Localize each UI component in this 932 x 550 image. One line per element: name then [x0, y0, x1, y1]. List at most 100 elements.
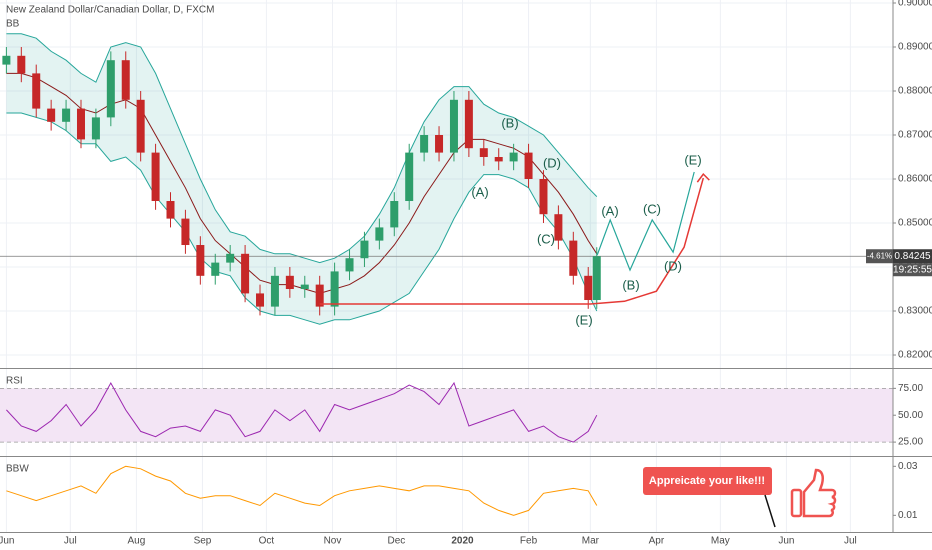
x-tick-label: Nov	[324, 536, 342, 547]
y-tick-label: 0.86000	[898, 174, 932, 185]
indicator-label: BBW	[6, 464, 29, 475]
price-badge	[893, 249, 932, 264]
y-tick-label: 0.01	[898, 510, 918, 521]
y-tick-label: 25.00	[898, 437, 923, 448]
grid	[0, 0, 893, 532]
candle-body	[390, 201, 399, 228]
x-tick-label: Feb	[520, 536, 538, 547]
y-tick-label: 0.89000	[898, 42, 932, 53]
candle-body	[285, 275, 294, 290]
change-badge	[866, 249, 893, 264]
candle-body	[569, 240, 578, 276]
x-tick-label: Jun	[778, 536, 794, 547]
candle-body	[539, 179, 548, 215]
candle-body	[151, 152, 160, 202]
candle-body	[345, 258, 354, 272]
thumbs-up-icon	[790, 468, 837, 518]
candle-body	[449, 99, 458, 153]
y-tick-label: 50.00	[898, 410, 923, 421]
indicator-line	[6, 465, 598, 516]
x-tick-label: Jul	[64, 536, 77, 547]
candle-body	[420, 135, 429, 153]
x-tick-label: Oct	[259, 536, 275, 547]
candle-body	[121, 60, 130, 100]
candle-body	[62, 108, 71, 122]
candle-body	[226, 253, 235, 263]
candle-body	[136, 99, 145, 153]
candle-body	[47, 108, 56, 122]
x-tick-label: Apr	[649, 536, 665, 547]
x-tick-label: 2020	[451, 536, 474, 547]
y-tick-label: 0.87000	[898, 130, 932, 141]
y-tick-label: 0.03	[898, 461, 918, 472]
candle-body	[181, 218, 190, 246]
candle-body	[166, 201, 175, 219]
wave-label: (C)	[643, 201, 661, 216]
x-tick-label: Sep	[194, 536, 212, 547]
indicator-label: BB	[6, 19, 20, 30]
candle-body	[435, 135, 444, 153]
wave-label: (A)	[601, 203, 618, 218]
support-arrowhead	[696, 172, 710, 183]
chart-title: New Zealand Dollar/Canadian Dollar, D, F…	[6, 5, 214, 16]
candle-body	[360, 240, 369, 259]
candle-body	[211, 262, 220, 276]
x-tick-label: Mar	[582, 536, 600, 547]
callout-arrow	[764, 494, 776, 528]
wave-label: (B)	[501, 115, 518, 130]
candle-body	[330, 271, 339, 307]
candle-body	[592, 256, 601, 301]
candle-body	[405, 152, 414, 202]
band-fill	[6, 33, 597, 325]
x-tick-label: Jun	[0, 536, 14, 547]
candle-body	[270, 275, 279, 307]
y-tick-label: 0.83000	[898, 306, 932, 317]
candle-body	[554, 214, 563, 241]
y-tick-label: 0.90000	[898, 0, 932, 9]
wave-label: (E)	[684, 152, 701, 167]
candle-body	[17, 55, 26, 74]
y-tick-label: 0.88000	[898, 86, 932, 97]
candle-body	[76, 108, 85, 140]
change-text: -4.61%	[867, 251, 892, 260]
wave-label: (A)	[471, 184, 488, 199]
candle-body	[256, 293, 265, 307]
candle-body	[509, 152, 518, 162]
projection-line	[596, 171, 695, 272]
candle-body	[524, 152, 533, 180]
indicator-label: RSI	[6, 376, 23, 387]
x-tick-label: Dec	[388, 536, 406, 547]
candle-body	[300, 284, 309, 290]
countdown-badge	[893, 263, 932, 277]
y-tick-label: 75.00	[898, 383, 923, 394]
wave-label: (D)	[664, 258, 682, 273]
candle-body	[479, 148, 488, 158]
y-tick-label: 0.82000	[898, 350, 932, 361]
candle-body	[32, 73, 41, 109]
candle-body	[2, 55, 11, 65]
candle-body	[91, 117, 100, 140]
candle-body	[196, 245, 205, 276]
candle-body	[375, 227, 384, 241]
countdown-text: 19:25:55	[893, 264, 932, 275]
wave-label: (D)	[543, 155, 561, 170]
y-tick-label: 0.85000	[898, 218, 932, 229]
candle-body	[315, 284, 324, 307]
candle-body	[464, 99, 473, 149]
candle-body	[241, 253, 250, 294]
x-tick-label: May	[711, 536, 730, 547]
candle-body	[494, 157, 503, 162]
candle-body	[584, 275, 593, 301]
indicator-line	[6, 381, 598, 443]
support-line	[319, 177, 705, 305]
price-badge-text: 0.84245	[894, 251, 931, 262]
callout-text: Appreicate your like!!!	[649, 475, 765, 487]
x-tick-label: Aug	[128, 536, 146, 547]
band-lower	[6, 112, 598, 325]
band-upper	[6, 33, 598, 264]
candle-body	[106, 60, 115, 118]
callout-box	[643, 467, 772, 495]
x-tick-label: Jul	[844, 536, 857, 547]
